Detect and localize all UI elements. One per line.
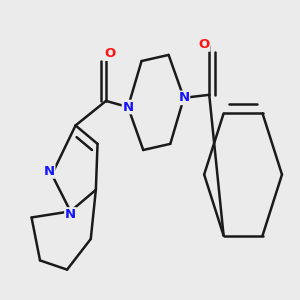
Text: N: N [65,208,76,221]
Text: N: N [122,100,134,114]
Text: N: N [178,92,189,104]
Text: O: O [105,47,116,60]
Text: N: N [44,165,55,178]
Text: O: O [199,38,210,51]
